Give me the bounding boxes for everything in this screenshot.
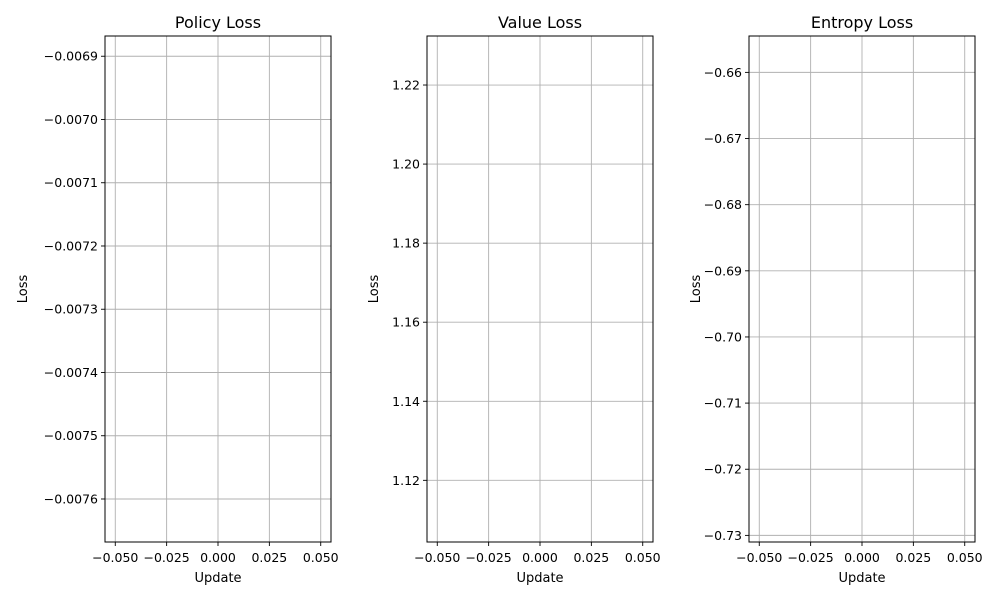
chart-title: Value Loss	[498, 13, 582, 32]
x-axis-label: Update	[516, 571, 563, 586]
y-tick-label: −0.0074	[44, 365, 98, 380]
y-tick-label: −0.70	[704, 329, 742, 344]
x-tick-label: −0.025	[466, 550, 512, 565]
axes-frame	[426, 35, 654, 543]
y-tick-label: −0.71	[704, 396, 742, 411]
y-tick-label: −0.0071	[44, 175, 98, 190]
y-tick-label: 1.20	[392, 157, 420, 172]
subplot-entropy-loss: Entropy Loss Update Loss −0.050 −0.025 0.0…	[689, 13, 983, 586]
axes-frame	[748, 35, 976, 543]
y-tick-label: −0.0073	[44, 302, 98, 317]
grid	[105, 36, 331, 542]
y-tick-label: 1.14	[392, 394, 420, 409]
y-axis-label: Loss	[16, 275, 31, 304]
subplot-policy-loss: Policy Loss Update Loss −0.050 −0.025 0.00…	[16, 13, 339, 586]
y-tick-label: −0.73	[704, 528, 742, 543]
ticks: −0.050 −0.025 0.000 0.025 0.050 −0.66 −0.67 −0.…	[704, 65, 983, 565]
x-tick-label: −0.025	[788, 550, 834, 565]
y-tick-label: −0.0069	[44, 49, 98, 64]
x-tick-label: 0.000	[200, 550, 236, 565]
x-tick-label: 0.025	[895, 550, 931, 565]
x-tick-label: 0.050	[625, 550, 661, 565]
x-tick-label: 0.000	[522, 550, 558, 565]
y-tick-label: 1.18	[392, 236, 420, 251]
chart-title: Policy Loss	[175, 13, 261, 32]
x-tick-label: 0.000	[844, 550, 880, 565]
x-axis-label: Update	[838, 571, 885, 586]
x-tick-label: 0.050	[947, 550, 983, 565]
y-tick-label: −0.0076	[44, 491, 98, 506]
y-tick-label: −0.69	[704, 263, 742, 278]
subplot-value-loss: Value Loss Update Loss −0.050 −0.025 0.000…	[367, 13, 661, 586]
y-tick-label: −0.0075	[44, 428, 98, 443]
y-axis-label: Loss	[689, 275, 704, 304]
x-axis-label: Update	[194, 571, 241, 586]
y-axis-label: Loss	[367, 275, 382, 304]
ticks: −0.050 −0.025 0.000 0.025 0.050 −0.0069 −0.007…	[44, 49, 339, 565]
y-tick-label: 1.16	[392, 315, 420, 330]
y-tick-label: 1.22	[392, 78, 420, 93]
x-tick-label: −0.050	[736, 550, 782, 565]
y-tick-label: −0.67	[704, 131, 742, 146]
y-tick-label: 1.12	[392, 473, 420, 488]
y-tick-label: −0.72	[704, 462, 742, 477]
ticks: −0.050 −0.025 0.000 0.025 0.050 1.12 1.14 1.16 1…	[392, 78, 661, 565]
grid	[749, 36, 975, 542]
x-tick-label: 0.050	[303, 550, 339, 565]
chart-title: Entropy Loss	[811, 13, 913, 32]
x-tick-label: 0.025	[573, 550, 609, 565]
y-tick-label: −0.0072	[44, 238, 98, 253]
x-tick-label: 0.025	[251, 550, 287, 565]
axes-frame	[104, 35, 332, 543]
grid	[427, 36, 653, 542]
y-tick-label: −0.66	[704, 65, 742, 80]
y-tick-label: −0.0070	[44, 112, 98, 127]
x-tick-label: −0.050	[414, 550, 460, 565]
y-tick-label: −0.68	[704, 197, 742, 212]
x-tick-label: −0.025	[144, 550, 190, 565]
x-tick-label: −0.050	[92, 550, 138, 565]
